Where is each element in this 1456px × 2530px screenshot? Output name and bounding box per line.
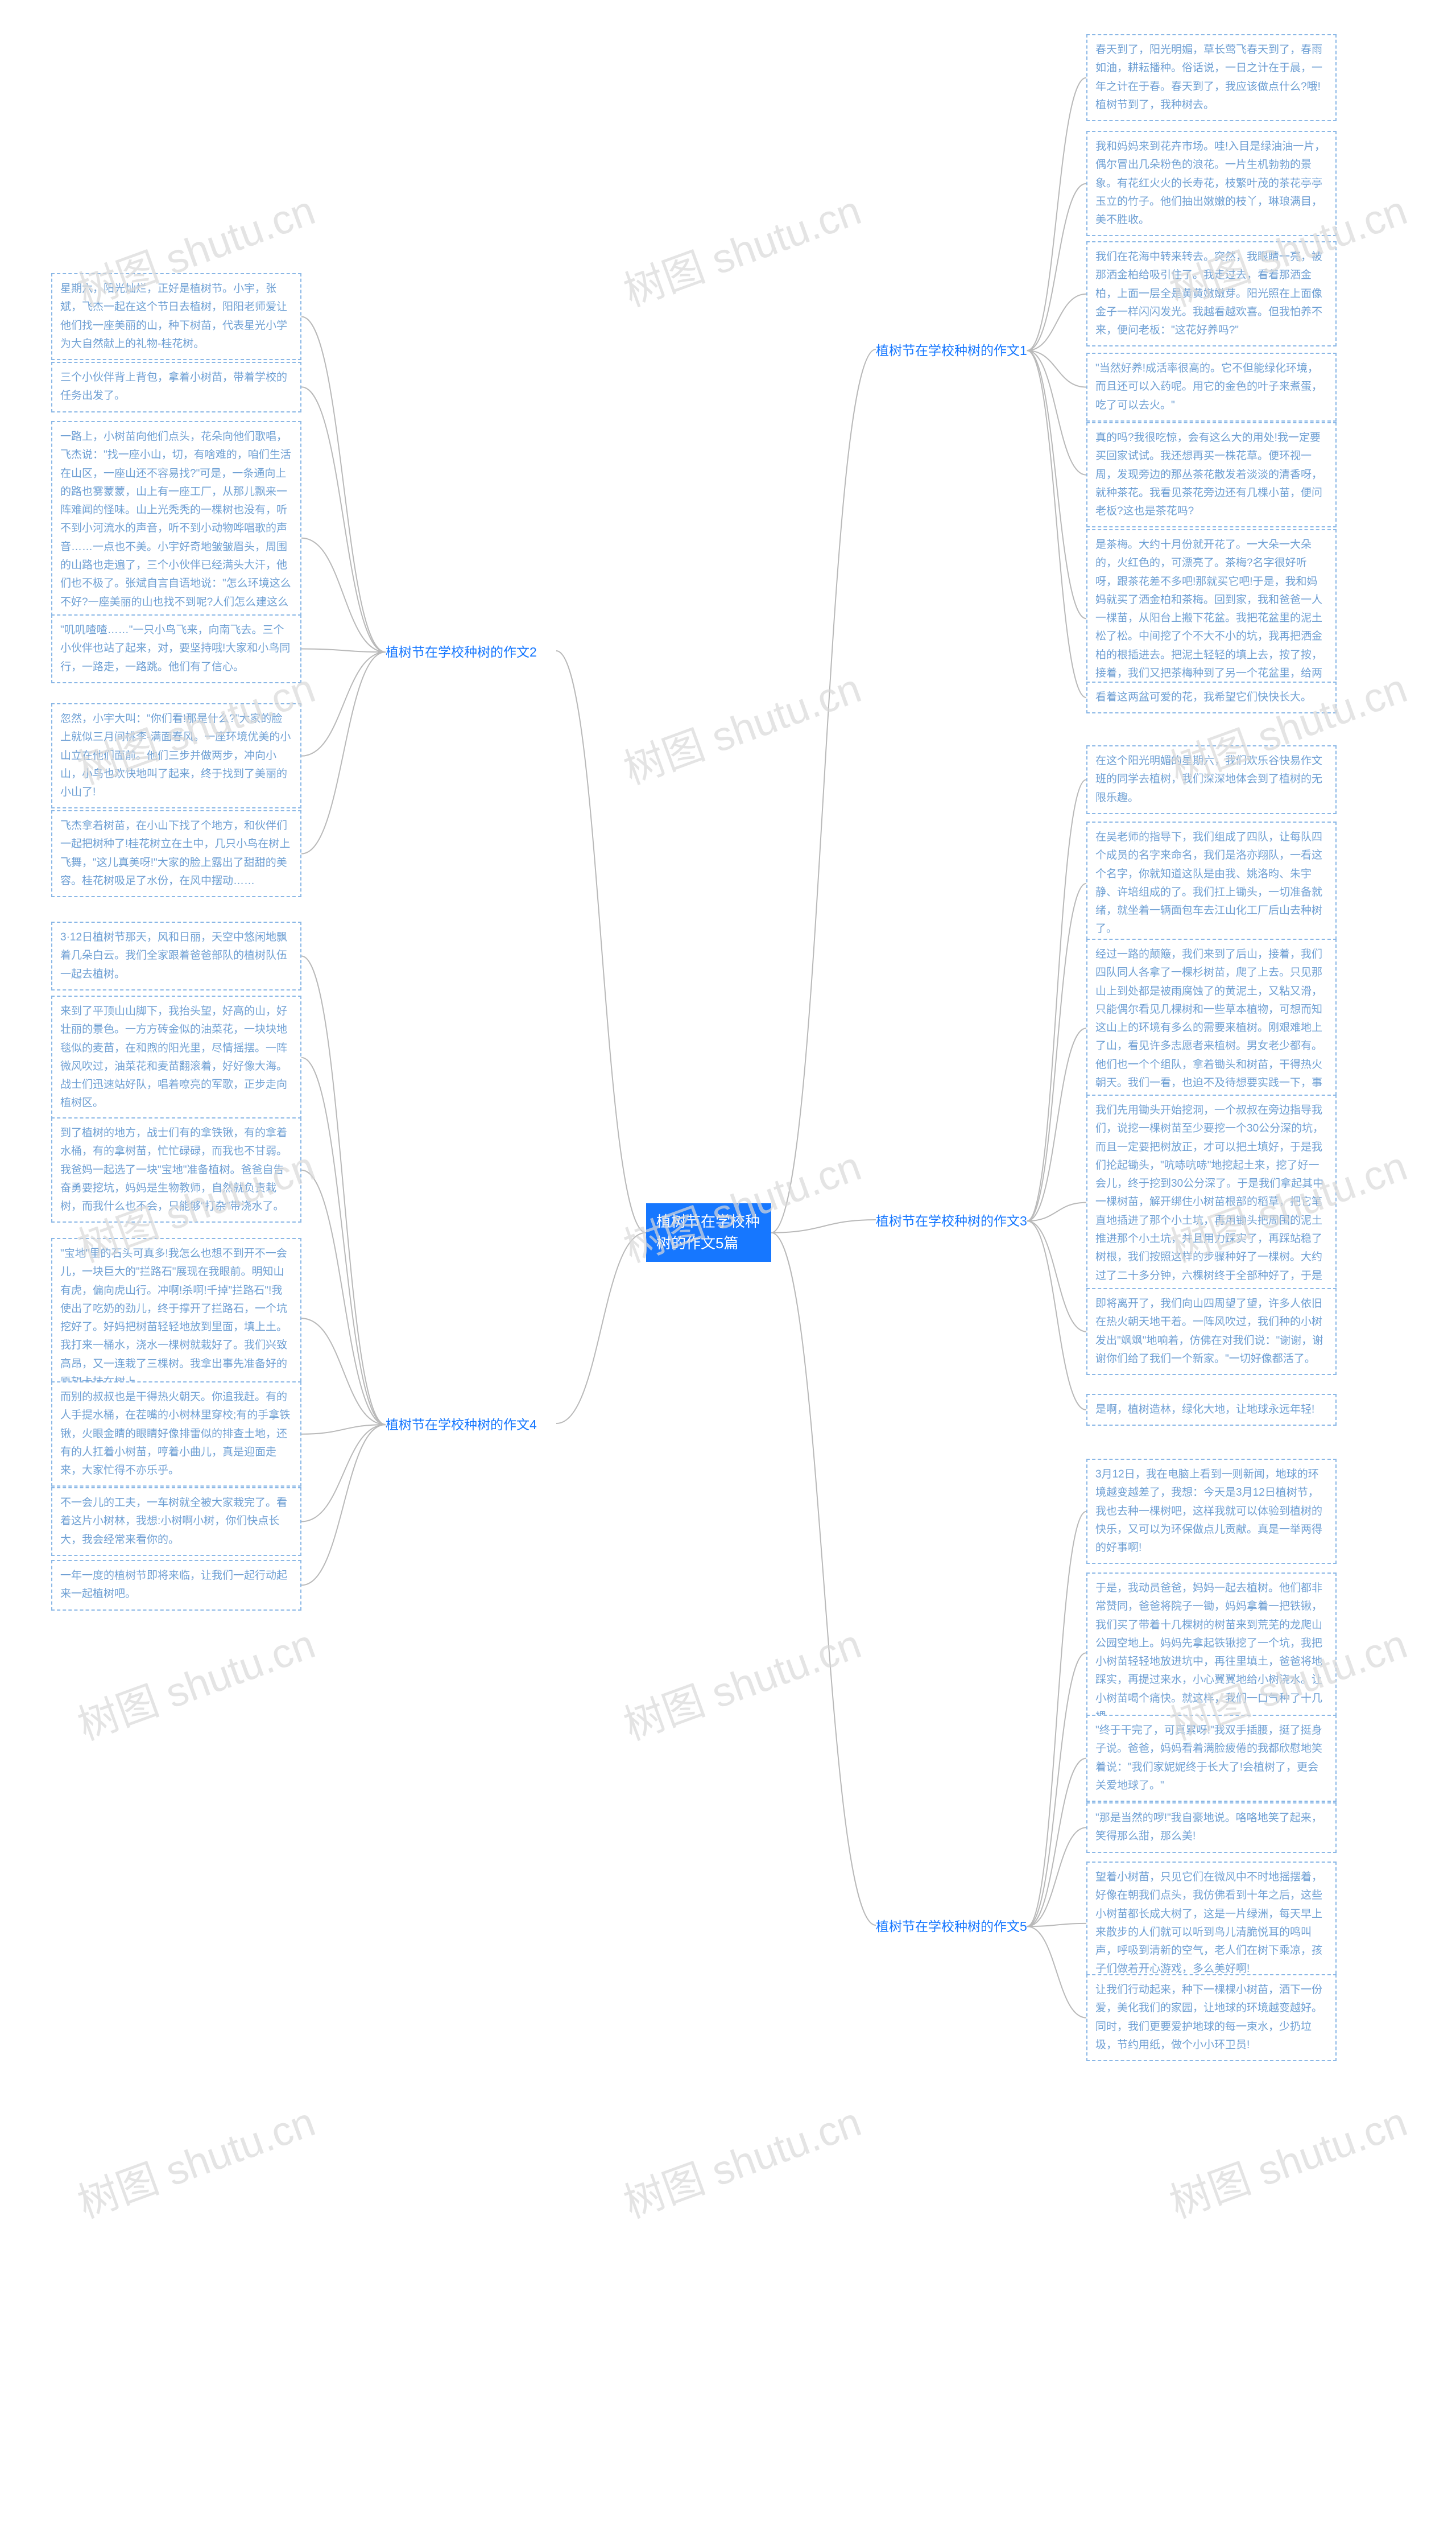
leaf-b3-5: 是啊，植树造林，绿化大地，让地球永远年轻! [1086, 1394, 1337, 1426]
leaf-b4-3: "宝地"里的石头可真多!我怎么也想不到开不一会儿，一块巨大的"拦路石"展现在我眼… [51, 1238, 301, 1398]
leaf-b2-1: 三个小伙伴背上背包，拿着小树苗，带着学校的任务出发了。 [51, 362, 301, 412]
leaf-b5-2: "终于干完了，可真累呀!"我双手插腰，挺了挺身子说。爸爸，妈妈看着满脸疲倦的我都… [1086, 1715, 1337, 1802]
leaf-b5-0: 3月12日，我在电脑上看到一则新闻，地球的环境越变越差了，我想：今天是3月12日… [1086, 1459, 1337, 1564]
leaf-b1-2: 我们在花海中转来转去。突然，我眼睛一亮，被那洒金柏给吸引住了。我走过去，看着那洒… [1086, 241, 1337, 346]
leaf-b1-4: 真的吗?我很吃惊，会有这么大的用处!我一定要买回家试试。我还想再买一株花草。便环… [1086, 422, 1337, 527]
leaf-b5-1: 于是，我动员爸爸，妈妈一起去植树。他们都非常赞同，爸爸将院子一锄，妈妈拿着一把铁… [1086, 1573, 1337, 1733]
branch-b2: 植树节在学校种树的作文2 [386, 643, 537, 661]
leaf-b2-0: 星期六，阳光灿烂，正好是植树节。小宇，张斌，飞杰一起在这个节日去植树，阳阳老师爱… [51, 273, 301, 360]
branch-b3: 植树节在学校种树的作文3 [876, 1212, 1027, 1230]
leaf-b5-5: 让我们行动起来，种下一棵棵小树苗，洒下一份爱，美化我们的家园，让地球的环境越变越… [1086, 1974, 1337, 2061]
leaf-b1-3: "当然好养!成活率很高的。它不但能绿化环境，而且还可以入药呢。用它的金色的叶子来… [1086, 353, 1337, 422]
leaf-b3-1: 在吴老师的指导下，我们组成了四队，让每队四个成员的名字来命名，我们是洛亦翔队，一… [1086, 822, 1337, 946]
leaf-b4-0: 3·12日植树节那天，风和日丽，天空中悠闲地飘着几朵白云。我们全家跟着爸爸部队的… [51, 922, 301, 990]
leaf-b4-2: 到了植树的地方，战士们有的拿铁锹，有的拿着水桶，有的拿树苗，忙忙碌碌，而我也不甘… [51, 1117, 301, 1223]
leaf-b3-4: 即将离开了，我们向山四周望了望，许多人依旧在热火朝天地干着。一阵风吹过，我们种的… [1086, 1288, 1337, 1375]
leaf-b1-6: 看着这两盆可爱的花，我希望它们快快长大。 [1086, 682, 1337, 713]
leaf-b4-4: 而别的叔叔也是干得热火朝天。你追我赶。有的人手提水桶，在茬嘴的小树林里穿校;有的… [51, 1381, 301, 1487]
leaf-b5-3: "那是当然的啰!"我自豪地说。咯咯地笑了起来，笑得那么甜，那么美! [1086, 1802, 1337, 1853]
leaf-b2-4: 忽然，小宇大叫："你们看!那是什么?"大家的脸上就似三月间桃李-满面春风。一座环… [51, 703, 301, 808]
root-text: 植树节在学校种树的作文5篇 [656, 1213, 760, 1252]
leaf-b2-5: 飞杰拿着树苗，在小山下找了个地方，和伙伴们一起把树种了!桂花树立在土中，几只小鸟… [51, 810, 301, 897]
leaf-b4-6: 一年一度的植树节即将来临，让我们一起行动起来一起植树吧。 [51, 1560, 301, 1611]
leaf-b2-3: "叽叽喳喳……"一只小鸟飞来，向南飞去。三个小伙伴也站了起来，对，要坚持哦!大家… [51, 614, 301, 683]
leaf-b1-1: 我和妈妈来到花卉市场。哇!入目是绿油油一片，偶尔冒出几朵粉色的浪花。一片生机勃勃… [1086, 131, 1337, 236]
root-node: 植树节在学校种树的作文5篇 [646, 1203, 771, 1262]
leaf-b4-1: 来到了平顶山山脚下，我抬头望，好高的山，好壮丽的景色。一方方砖金似的油菜花，一块… [51, 996, 301, 1120]
leaf-b3-2: 经过一路的颠簸，我们来到了后山，接着，我们四队同人各拿了一棵杉树苗，爬了上去。只… [1086, 939, 1337, 1118]
leaf-b3-0: 在这个阳光明媚的星期六，我们欢乐谷快易作文班的同学去植树，我们深深地体会到了植树… [1086, 745, 1337, 814]
leaf-b1-0: 春天到了，阳光明媚，草长莺飞春天到了，春雨如油，耕耘播种。俗话说，一日之计在于晨… [1086, 34, 1337, 121]
branch-b5: 植树节在学校种树的作文5 [876, 1917, 1027, 1935]
leaf-b5-4: 望着小树苗，只见它们在微风中不时地摇摆着，好像在朝我们点头，我仿佛看到十年之后，… [1086, 1862, 1337, 1986]
branch-b4: 植树节在学校种树的作文4 [386, 1415, 537, 1434]
branch-b1: 植树节在学校种树的作文1 [876, 341, 1027, 360]
leaf-b4-5: 不一会儿的工夫，一车树就全被大家栽完了。看着这片小树林，我想:小树啊小树，你们快… [51, 1487, 301, 1556]
leaf-b3-3: 我们先用锄头开始挖洞，一个叔叔在旁边指导我们，说挖一棵树苗至少要挖一个30公分深… [1086, 1095, 1337, 1310]
